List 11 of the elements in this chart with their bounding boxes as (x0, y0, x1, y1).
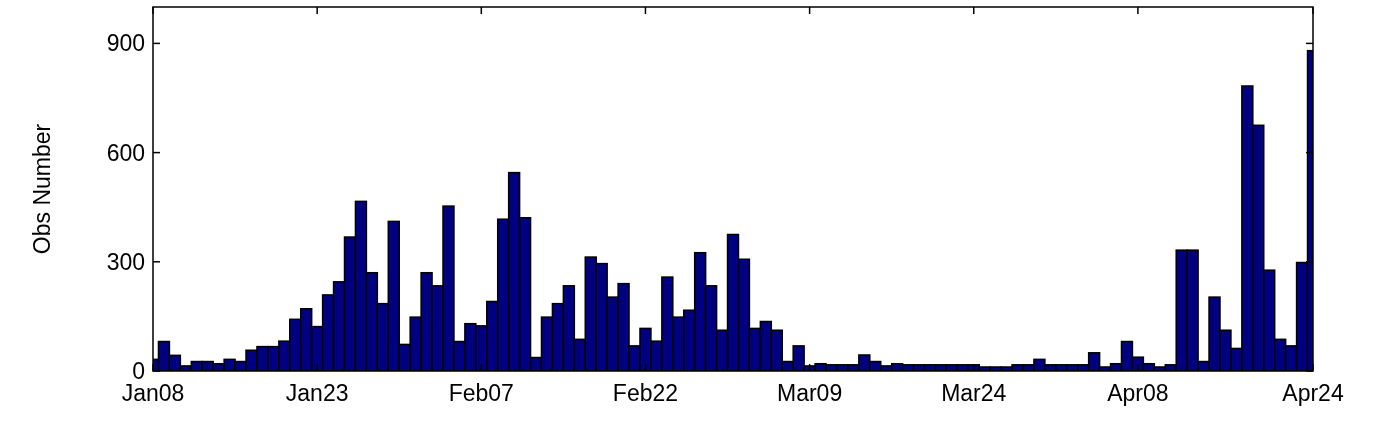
x-tick-label: Apr08 (1107, 380, 1169, 406)
x-tick-label: Feb22 (612, 380, 679, 406)
x-tick-label: Apr24 (1282, 380, 1344, 406)
y-tick-label: 900 (106, 30, 145, 57)
y-tick-label: 300 (106, 248, 145, 275)
x-tick-label: Mar09 (777, 380, 843, 406)
y-axis-title: Obs Number (29, 123, 55, 255)
y-tick-label: 600 (106, 139, 145, 166)
x-tick-label: Jan23 (285, 380, 349, 406)
x-tick-label: Mar24 (941, 380, 1007, 406)
x-tick-label: Feb07 (448, 380, 514, 406)
